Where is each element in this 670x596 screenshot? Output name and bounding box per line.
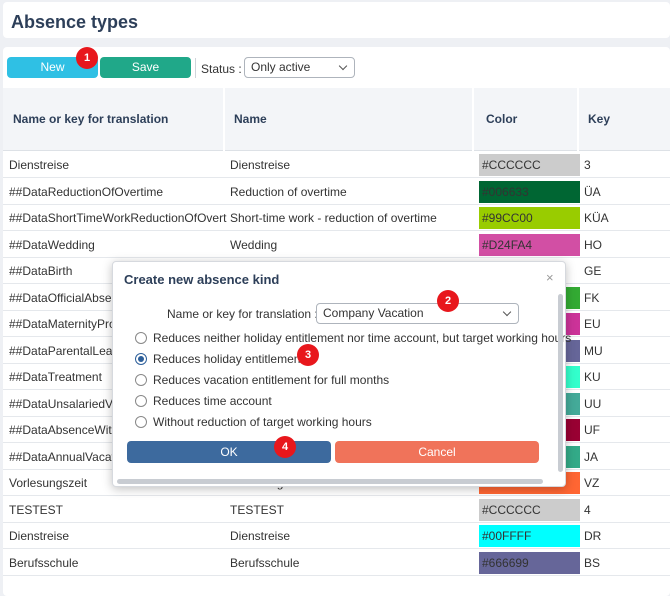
cell-color-swatch: #00FFFF xyxy=(479,525,580,547)
cell-key-code: KU xyxy=(584,370,601,384)
cell-name: Wedding xyxy=(230,238,278,252)
dialog-title: Create new absence kind xyxy=(124,272,280,287)
ok-button[interactable]: OK xyxy=(127,441,331,463)
cell-translation-key: Dienstreise xyxy=(9,158,70,172)
column-header-key-code[interactable]: Key xyxy=(588,112,611,126)
cell-key-code: DR xyxy=(584,529,602,543)
chevron-down-icon xyxy=(502,307,512,317)
cell-name: Dienstreise xyxy=(230,158,291,172)
cell-name: Reduction of overtime xyxy=(230,185,347,199)
column-header-key[interactable]: Name or key for translation xyxy=(13,112,169,126)
name-or-key-value: Company Vacation xyxy=(323,306,424,320)
cell-color-swatch: #CCCCCC xyxy=(479,499,580,521)
radio-button[interactable] xyxy=(135,416,147,428)
table-row[interactable]: ##DataShortTimeWorkReductionOfOvertime Sh… xyxy=(3,205,670,231)
cell-key-code: BS xyxy=(584,556,601,570)
cell-color-swatch: #CCCCCC xyxy=(479,154,580,176)
radio-button[interactable] xyxy=(135,374,147,386)
table-row[interactable]: TESTEST TESTEST #CCCCCC 4 xyxy=(3,497,670,523)
cell-translation-key: TESTEST xyxy=(9,503,64,517)
table-header: Name or key for translation Name Color K… xyxy=(3,88,670,151)
cell-translation-key: ##DataReductionOfOvertime xyxy=(9,185,164,199)
cell-key-code: VZ xyxy=(584,476,600,490)
cell-translation-key: ##DataOfficialAbsence xyxy=(9,291,131,305)
cell-key-code: KÜA xyxy=(584,211,609,225)
option-label[interactable]: Reduces vacation entitlement for full mo… xyxy=(153,373,390,387)
option-label[interactable]: Without reduction of target working hour… xyxy=(153,415,372,429)
cell-name: TESTEST xyxy=(230,503,285,517)
cell-color-swatch: #99CC00 xyxy=(479,207,580,229)
cell-translation-key: Berufsschule xyxy=(9,556,79,570)
option-label[interactable]: Reduces time account xyxy=(153,394,272,408)
cell-translation-key: Dienstreise xyxy=(9,529,70,543)
dialog-horizontal-scrollbar[interactable] xyxy=(117,479,543,484)
page-title: Absence types xyxy=(11,12,139,32)
step-marker-2: 2 xyxy=(437,290,459,312)
column-header-name[interactable]: Name xyxy=(234,112,267,126)
cell-key-code: 4 xyxy=(584,503,591,517)
cell-color-swatch: #006633 xyxy=(479,181,580,203)
column-divider xyxy=(577,88,579,151)
cell-translation-key: ##DataShortTimeWorkReductionOfOvertime xyxy=(9,211,227,225)
cell-color-swatch: #666699 xyxy=(479,552,580,574)
title-bar: Absence types xyxy=(3,2,670,38)
cell-key-code: 3 xyxy=(584,158,591,172)
cell-key-code: HO xyxy=(584,238,602,252)
cell-name: Berufsschule xyxy=(230,556,300,570)
cell-key-code: MU xyxy=(584,344,603,358)
table-row[interactable]: ##DataReductionOfOvertime Reduction of ov… xyxy=(3,179,670,205)
chevron-down-icon xyxy=(338,61,348,71)
cell-name: Dienstreise xyxy=(230,529,291,543)
step-marker-3: 3 xyxy=(297,344,319,366)
toolbar-divider xyxy=(195,58,196,78)
cell-translation-key: ##DataAnnualVacation xyxy=(9,450,131,464)
cell-key-code: GE xyxy=(584,264,602,278)
step-marker-1: 1 xyxy=(76,47,98,69)
table-row[interactable]: Dienstreise Dienstreise #00FFFF DR xyxy=(3,523,670,549)
cell-translation-key: ##DataBirth xyxy=(9,264,73,278)
cell-key-code: UF xyxy=(584,423,600,437)
cell-translation-key: ##DataWedding xyxy=(9,238,95,252)
cell-key-code: JA xyxy=(584,450,599,464)
cell-translation-key: Vorlesungszeit xyxy=(9,476,88,490)
column-divider xyxy=(472,88,474,151)
save-button[interactable]: Save xyxy=(100,57,191,78)
name-field-label: Name or key for translation : xyxy=(167,307,318,321)
cell-key-code: EU xyxy=(584,317,601,331)
status-select-value: Only active xyxy=(251,60,311,74)
option-label[interactable]: Reduces holiday entitlement xyxy=(153,352,304,366)
option-label[interactable]: Reduces neither holiday entitlement nor … xyxy=(153,331,572,345)
column-header-color[interactable]: Color xyxy=(486,112,518,126)
close-icon[interactable]: × xyxy=(546,270,554,285)
cell-translation-key: ##DataParentalLeave xyxy=(9,344,126,358)
step-marker-4: 4 xyxy=(274,436,296,458)
table-row[interactable]: ##DataWedding Wedding #D24FA4 HO xyxy=(3,232,670,258)
cell-color-swatch: #D24FA4 xyxy=(479,234,580,256)
name-or-key-select[interactable]: Company Vacation xyxy=(316,303,519,324)
column-divider xyxy=(223,88,225,151)
new-button[interactable]: New xyxy=(7,57,98,78)
cell-key-code: FK xyxy=(584,291,600,305)
cell-translation-key: ##DataTreatment xyxy=(9,370,102,384)
radio-button[interactable] xyxy=(135,395,147,407)
cell-name: Short-time work - reduction of overtime xyxy=(230,211,437,225)
cell-key-code: ÜA xyxy=(584,185,601,199)
table-row[interactable]: Dienstreise Dienstreise #CCCCCC 3 xyxy=(3,152,670,178)
radio-button[interactable] xyxy=(135,332,147,344)
radio-button-selected[interactable] xyxy=(135,353,147,365)
status-select[interactable]: Only active xyxy=(244,57,355,78)
status-label: Status : xyxy=(201,62,242,76)
dialog-vertical-scrollbar[interactable] xyxy=(558,294,563,472)
create-absence-dialog: Create new absence kind × Name or key fo… xyxy=(112,261,571,487)
cancel-button[interactable]: Cancel xyxy=(335,441,539,463)
table-row[interactable]: Berufsschule Berufsschule #666699 BS xyxy=(3,550,670,576)
cell-key-code: UU xyxy=(584,397,602,411)
